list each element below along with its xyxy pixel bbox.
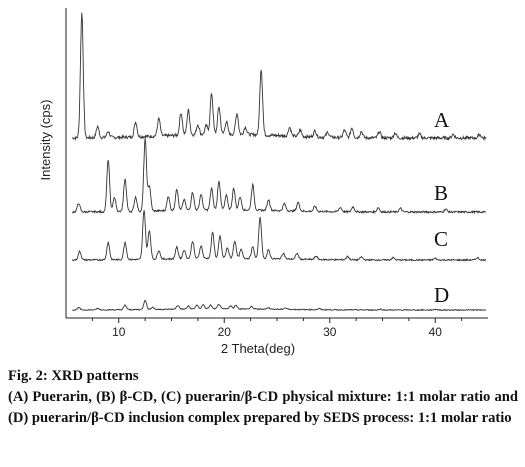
xrd-trace-d	[72, 299, 487, 312]
caption-title: Fig. 2: XRD patterns	[8, 368, 139, 384]
x-tick-label: 20	[218, 325, 232, 339]
xrd-traces: A BC D	[71, 12, 487, 312]
caption-body: (A) Puerarin, (B) β-CD, (C) puerarin/β-C…	[8, 389, 518, 426]
x-axis-label: 2 Theta(deg)	[221, 341, 295, 356]
trace-label-c: C	[434, 227, 448, 251]
trace-label-a: A	[434, 108, 450, 132]
figure-caption: Fig. 2: XRD patterns (A) Puerarin, (B) β…	[8, 366, 518, 429]
trace-label-d: D	[434, 283, 449, 307]
y-axis-label: Intensity (cps)	[38, 100, 53, 181]
xrd-trace-c	[71, 210, 487, 262]
chart-axes: 10 20 30 40	[65, 8, 488, 339]
trace-label-b: B	[434, 181, 448, 205]
x-tick-label: 40	[429, 325, 443, 339]
x-tick-label: 30	[323, 325, 337, 339]
xrd-chart: A BC D 10 20 30 40 2 Theta(deg) Intensity (cp…	[38, 8, 488, 356]
xrd-trace-b	[71, 138, 486, 215]
x-tick-label: 10	[112, 325, 126, 339]
xrd-trace-a	[72, 12, 487, 142]
